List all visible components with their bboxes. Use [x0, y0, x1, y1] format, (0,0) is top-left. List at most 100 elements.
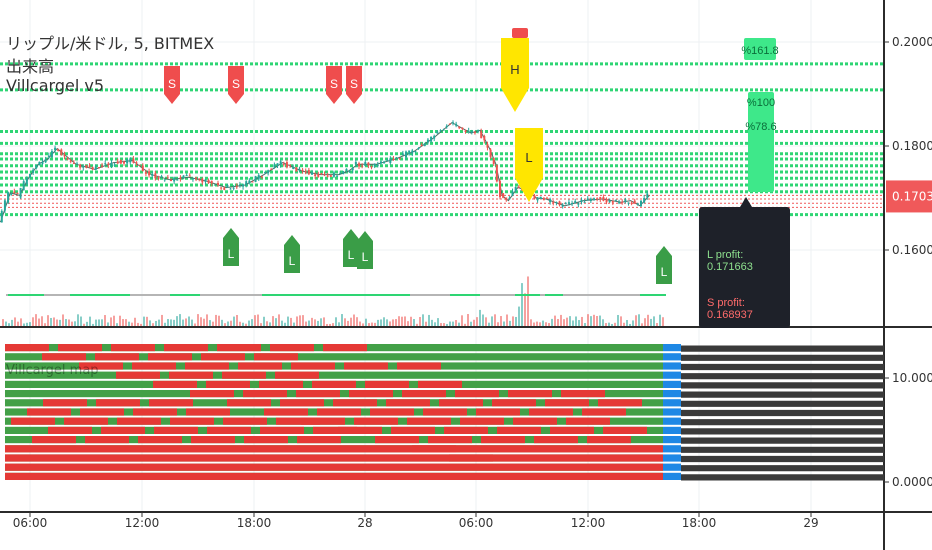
map-row-red	[333, 399, 377, 407]
map-row-red	[43, 399, 87, 407]
candle-body	[405, 151, 407, 158]
volume-bar	[407, 321, 409, 326]
volume-bar	[410, 316, 412, 326]
candle-body	[232, 187, 235, 189]
volume-bar	[38, 318, 40, 326]
candle-body	[38, 161, 41, 166]
candle-body	[126, 159, 129, 164]
volume-bar	[470, 321, 472, 326]
indicator-name: Villcargel v5	[6, 76, 105, 95]
volume-bar	[230, 320, 232, 326]
volume-bar	[191, 319, 193, 326]
sell-signal-marker	[228, 66, 244, 104]
volume-bar	[638, 314, 640, 326]
volume-bar	[512, 316, 514, 326]
candle-body	[414, 151, 417, 153]
volume-bar	[20, 318, 22, 326]
map-row-red	[276, 417, 320, 425]
volume-bar	[317, 320, 319, 326]
volume-bar	[164, 322, 166, 326]
volume-bar	[389, 321, 391, 326]
volume-bar	[608, 322, 610, 326]
lower-indicator-name: Villcargel map	[6, 363, 99, 378]
candle-body	[536, 197, 539, 201]
candle-body	[426, 139, 429, 143]
volume-bar	[296, 316, 298, 326]
candle-body	[640, 200, 642, 207]
volume-bar	[206, 314, 208, 326]
volume-bar	[287, 316, 289, 326]
volume-bar	[284, 322, 286, 326]
candle-body	[264, 171, 266, 173]
volume-bar	[323, 317, 325, 326]
volume-bar	[344, 318, 346, 326]
candle-body	[204, 179, 207, 182]
map-row-red	[545, 399, 589, 407]
volume-bar	[533, 322, 535, 326]
candle-body	[301, 169, 304, 171]
volume-bar	[491, 316, 493, 326]
volume-bar	[416, 323, 418, 326]
candle-body	[304, 171, 307, 173]
volume-bar	[62, 314, 64, 326]
candle-body	[392, 159, 395, 161]
map-row-red	[439, 399, 483, 407]
volume-bar	[596, 316, 598, 326]
volume-label: 出来高	[6, 57, 55, 76]
map-row-red	[513, 417, 557, 425]
volume-bar	[212, 321, 214, 326]
volume-bar	[383, 317, 385, 326]
volume-bar	[59, 319, 61, 326]
candle-body	[589, 198, 592, 202]
volume-bar	[545, 322, 547, 326]
map-row-red	[64, 417, 108, 425]
map-row-red	[217, 344, 261, 352]
highlight-cap	[512, 28, 528, 38]
candle-body	[166, 177, 169, 179]
volume-bar	[290, 317, 292, 326]
map-row-red	[338, 426, 382, 434]
candle-body	[567, 202, 570, 204]
candle-body	[439, 130, 442, 132]
map-row-red	[603, 426, 647, 434]
volume-bar	[248, 320, 250, 326]
map-row-red	[375, 436, 419, 444]
volume-bar	[182, 319, 184, 326]
map-row-green	[5, 371, 663, 379]
candle-body	[88, 165, 91, 167]
candle-body	[389, 158, 392, 163]
candle-body	[442, 129, 445, 131]
volume-bar	[392, 319, 394, 326]
candle-body	[107, 163, 110, 166]
volume-bar	[179, 314, 181, 326]
map-row-red	[79, 362, 123, 370]
volume-bar	[659, 314, 661, 326]
volume-bar	[71, 321, 73, 326]
volume-bar	[95, 319, 97, 326]
volume-bar	[161, 314, 163, 326]
candle-body	[41, 161, 44, 164]
candle-body	[342, 171, 345, 175]
candle-body	[636, 203, 639, 205]
candle-body	[201, 178, 204, 183]
map-row-red	[587, 436, 631, 444]
volume-bar	[209, 320, 211, 326]
map-row-red	[476, 408, 520, 416]
buy-signal-label: L	[228, 247, 235, 261]
map-row-current	[663, 445, 681, 453]
volume-bar	[485, 317, 487, 326]
candle-body	[364, 162, 367, 167]
candle-body	[123, 161, 125, 164]
candle-body	[7, 192, 10, 203]
volume-bar	[590, 316, 592, 326]
candle-body	[279, 161, 282, 166]
candle-body	[549, 199, 552, 203]
volume-bar	[440, 323, 442, 326]
volume-bar	[188, 316, 190, 326]
buy-signal-marker	[357, 231, 373, 269]
candle-body	[97, 167, 100, 169]
volume-bar	[614, 322, 616, 326]
candle-body	[16, 192, 19, 194]
map-row-red	[148, 353, 192, 361]
